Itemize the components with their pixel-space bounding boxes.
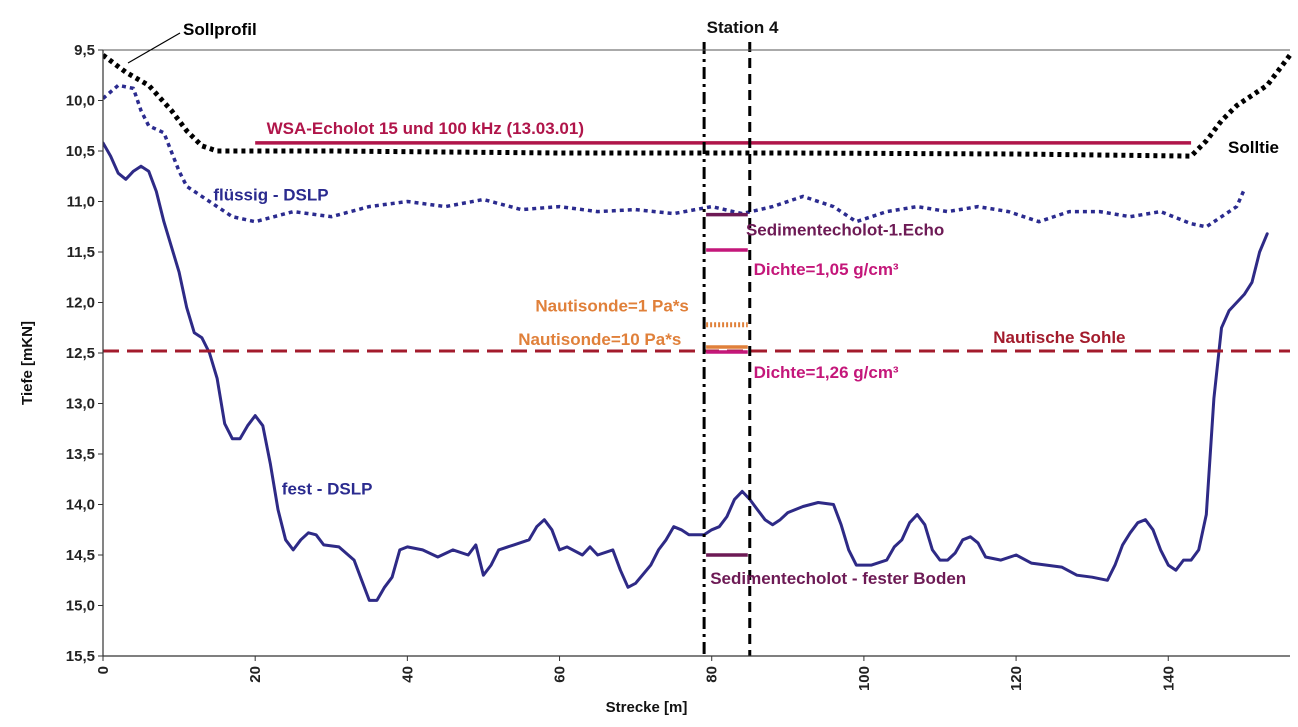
chart-title: Station 4 (707, 18, 779, 37)
series-line-2 (103, 141, 1269, 602)
y-tick-label: 13,5 (66, 446, 95, 463)
x-tick-label: 120 (1008, 666, 1025, 691)
y-tick-label: 15,5 (66, 648, 95, 665)
nautische-sohle-label: Nautische Sohle (993, 328, 1125, 347)
station-mark-label-3: Nautisonde=10 Pa*s (518, 330, 681, 349)
y-axis-label: Tiefe [mKN] (19, 321, 36, 405)
y-tick-label: 12,5 (66, 345, 95, 362)
sollprofil-label: Sollprofil (183, 20, 257, 39)
solltiefe-label: Solltie (1228, 138, 1279, 157)
station-mark-label-4: Dichte=1,26 g/cm³ (754, 363, 899, 382)
y-tick-label: 14,5 (66, 547, 95, 564)
station-mark-label-0: Sedimentecholot-1.Echo (746, 221, 944, 240)
series-lines (103, 53, 1292, 602)
station-mark-label-2: Nautisonde=1 Pa*s (535, 297, 689, 316)
x-tick-label: 20 (247, 666, 264, 683)
x-tick-label: 40 (399, 666, 416, 683)
y-tick-label: 13,0 (66, 396, 95, 413)
fest-dslp-label: fest - DSLP (282, 479, 373, 498)
chart-text: Station 4 WSA-Echolot 15 und 100 kHz (13.… (127, 18, 1279, 588)
x-tick-label: 0 (95, 666, 112, 674)
sollprofil-leader-line (127, 32, 181, 64)
axes: 9,5 10,0 10,5 11,0 11,5 12,0 12,5 13,0 13,5 14,0 1… (19, 42, 1290, 716)
x-tick-label: 80 (704, 666, 721, 683)
y-tick-label: 11,0 (67, 194, 95, 211)
x-tick-label: 100 (856, 666, 873, 691)
series-line-1 (103, 83, 1246, 229)
y-tick-label: 12,0 (66, 295, 95, 312)
reference-lines (103, 42, 1290, 656)
y-tick-label: 10,5 (66, 143, 95, 160)
series-line-0 (103, 53, 1292, 159)
x-tick-label: 140 (1160, 666, 1177, 691)
y-tick-label: 10,0 (66, 93, 95, 110)
y-tick-label: 14,0 (66, 497, 95, 514)
station-mark-label-1: Dichte=1,05 g/cm³ (754, 260, 899, 279)
y-tick-label: 15,0 (66, 598, 95, 615)
x-tick-label: 60 (552, 666, 569, 683)
wsa-echolot-label: WSA-Echolot 15 und 100 kHz (13.03.01) (267, 119, 584, 138)
station-mark-label-5: Sedimentecholot - fester Boden (710, 569, 966, 588)
y-tick-label: 11,5 (67, 244, 95, 261)
y-tick-label: 9,5 (74, 42, 95, 59)
fluessig-dslp-label: flüssig - DSLP (213, 185, 328, 204)
x-axis-label: Strecke [m] (606, 699, 688, 716)
